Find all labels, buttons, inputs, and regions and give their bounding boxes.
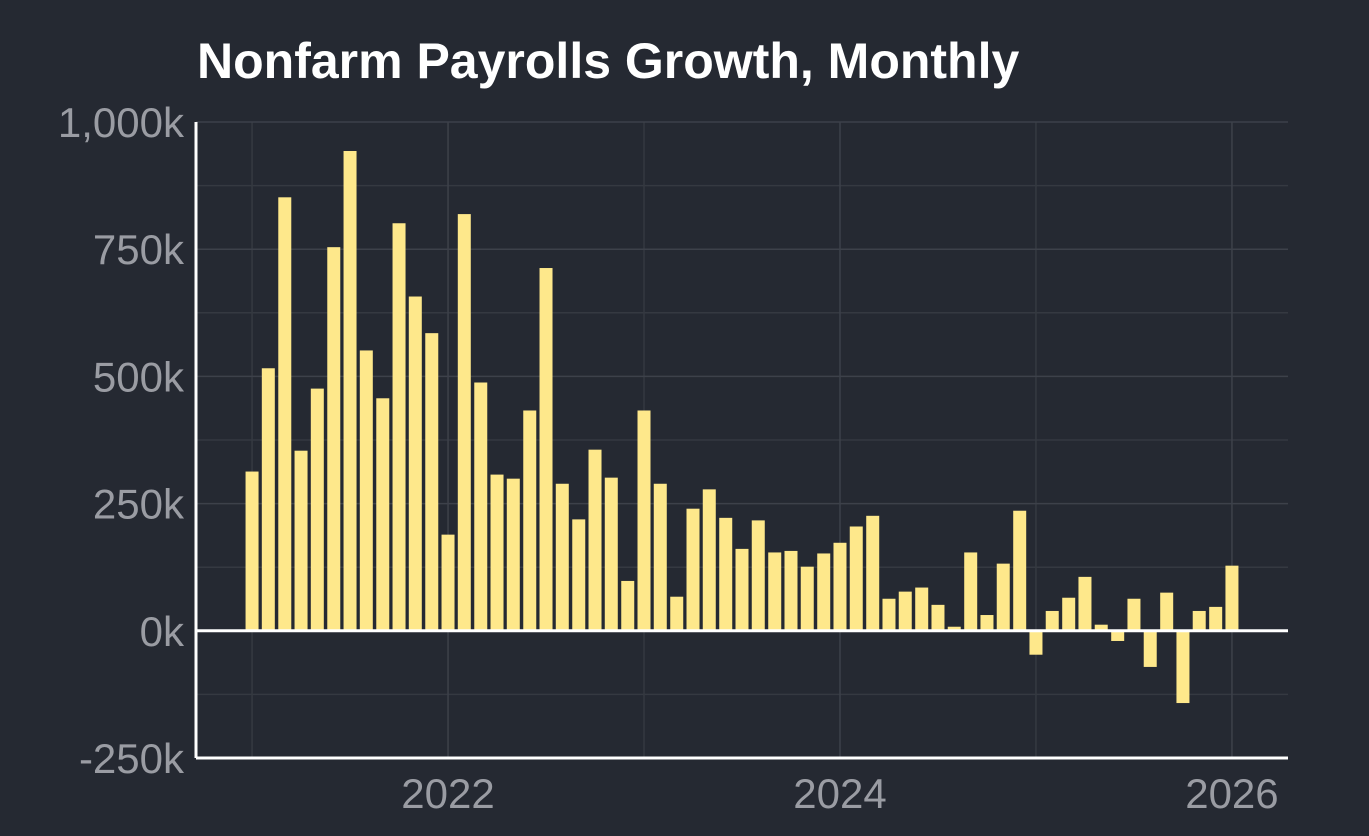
- bar: [604, 477, 618, 631]
- bar: [539, 268, 553, 631]
- bar: [490, 474, 504, 631]
- bar: [980, 615, 994, 631]
- bar: [343, 151, 357, 631]
- bar: [261, 368, 275, 631]
- bar: [1111, 630, 1125, 641]
- bar: [849, 526, 863, 631]
- bar: [621, 580, 635, 631]
- bar: [474, 382, 488, 631]
- bar: [1192, 610, 1206, 631]
- bar: [653, 483, 667, 631]
- bar: [947, 626, 961, 631]
- bar: [702, 489, 716, 631]
- bar: [572, 519, 586, 631]
- bar: [1013, 510, 1027, 631]
- y-tick-label: 1,000k: [58, 99, 185, 146]
- bar: [457, 214, 471, 631]
- bar: [523, 410, 537, 631]
- bar: [768, 552, 782, 631]
- bar: [735, 548, 749, 631]
- bar: [751, 520, 765, 631]
- x-tick-label: 2024: [793, 770, 886, 817]
- bar: [686, 508, 700, 631]
- bar: [964, 552, 978, 631]
- bar: [898, 591, 912, 631]
- bar: [1160, 592, 1174, 631]
- bar: [1176, 630, 1190, 704]
- bar: [817, 553, 831, 631]
- bar: [1094, 624, 1108, 631]
- bar: [310, 388, 324, 631]
- bar: [866, 515, 880, 631]
- y-tick-label: 500k: [93, 353, 185, 400]
- bar: [425, 333, 439, 631]
- bar: [1225, 565, 1239, 631]
- bar: [376, 398, 390, 631]
- bar: [800, 566, 814, 631]
- y-tick-label: 750k: [93, 226, 185, 273]
- bar: [588, 449, 602, 631]
- bar: [637, 410, 651, 631]
- bar: [882, 598, 896, 631]
- bar: [441, 534, 455, 631]
- bar: [278, 197, 292, 631]
- chart-title: Nonfarm Payrolls Growth, Monthly: [197, 33, 1019, 89]
- bar: [784, 550, 798, 631]
- bar: [408, 296, 422, 631]
- x-tick-label: 2026: [1185, 770, 1278, 817]
- bar: [245, 471, 259, 631]
- bar: [1143, 630, 1157, 667]
- bar: [915, 587, 929, 631]
- bar: [931, 604, 945, 631]
- bar: [359, 350, 373, 631]
- bar: [294, 450, 308, 631]
- bar: [833, 542, 847, 631]
- y-tick-label: 250k: [93, 481, 185, 528]
- bar: [327, 247, 341, 631]
- bar: [392, 223, 406, 631]
- bar: [1127, 598, 1141, 631]
- bar: [1209, 606, 1223, 631]
- bar: [1062, 597, 1076, 631]
- x-tick-label: 2022: [401, 770, 494, 817]
- bar: [1045, 610, 1059, 631]
- bar: [670, 596, 684, 631]
- bar: [1029, 630, 1043, 655]
- bar: [996, 563, 1010, 631]
- bar: [506, 478, 520, 631]
- bar: [555, 483, 569, 631]
- y-tick-label: -250k: [79, 735, 185, 782]
- bar: [1078, 576, 1092, 631]
- bar: [719, 517, 733, 631]
- y-tick-label: 0k: [140, 608, 185, 655]
